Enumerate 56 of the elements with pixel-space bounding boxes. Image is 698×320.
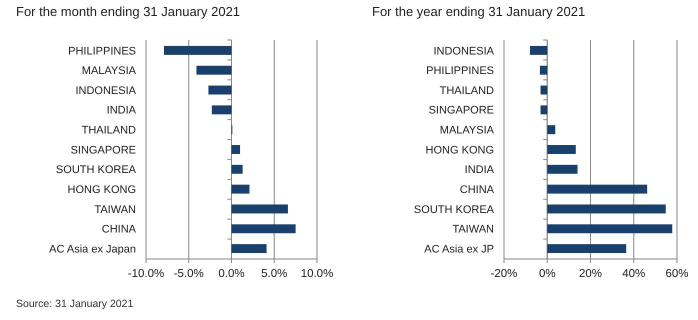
bar bbox=[547, 244, 626, 254]
x-tick-label: -5.0% bbox=[174, 268, 204, 280]
y-tick-label: CHINA bbox=[460, 184, 495, 196]
bar bbox=[547, 164, 578, 174]
bar bbox=[547, 184, 648, 194]
x-tick-label: 10.0% bbox=[300, 268, 334, 280]
x-tick-label: 40% bbox=[622, 268, 646, 280]
y-tick-label: SINGAPORE bbox=[70, 144, 136, 156]
y-tick-label: MALAYSIA bbox=[82, 65, 137, 78]
bar bbox=[232, 224, 296, 234]
bar bbox=[212, 105, 232, 114]
chart-title: For the month ending 31 January 2021 bbox=[16, 4, 240, 19]
bar bbox=[547, 125, 556, 134]
y-tick-label: SOUTH KOREA bbox=[414, 204, 495, 216]
x-tick-label: 60% bbox=[665, 268, 689, 280]
bar bbox=[530, 46, 548, 55]
bar bbox=[540, 66, 548, 75]
bar bbox=[547, 224, 672, 234]
y-tick-label: PHILIPPINES bbox=[426, 65, 494, 78]
y-tick-label: INDIA bbox=[464, 164, 495, 176]
bar bbox=[164, 46, 232, 55]
y-tick-label: SINGAPORE bbox=[428, 104, 494, 117]
bar bbox=[208, 86, 232, 94]
bar bbox=[547, 145, 576, 154]
y-tick-label: PHILIPPINES bbox=[68, 45, 136, 58]
source-note: Source: 31 January 2021 bbox=[16, 298, 134, 310]
y-tick-label: HONG KONG bbox=[426, 144, 494, 156]
y-tick-label: CHINA bbox=[102, 224, 137, 236]
bar bbox=[232, 164, 243, 174]
y-tick-label: INDONESIA bbox=[75, 84, 137, 97]
y-tick-label: INDIA bbox=[106, 104, 137, 117]
y-tick-label: AC Asia ex JP bbox=[424, 243, 494, 256]
y-tick-label: TAIWAN bbox=[452, 224, 494, 236]
y-tick-label: HONG KONG bbox=[68, 184, 136, 196]
bar bbox=[232, 244, 267, 254]
x-tick-label: 20% bbox=[578, 268, 602, 280]
x-tick-label: 0.0% bbox=[218, 268, 245, 280]
bar bbox=[540, 86, 548, 94]
bar bbox=[196, 66, 232, 75]
bar bbox=[232, 145, 240, 154]
y-tick-label: INDONESIA bbox=[433, 45, 495, 58]
chart-title: For the year ending 31 January 2021 bbox=[372, 4, 586, 19]
bar bbox=[547, 204, 666, 214]
x-tick-label: 5.0% bbox=[261, 268, 288, 280]
bar bbox=[232, 184, 250, 194]
y-tick-label: THAILAND bbox=[440, 84, 494, 97]
bar bbox=[232, 204, 288, 214]
y-tick-label: AC Asia ex Japan bbox=[49, 243, 136, 256]
x-tick-label: -20% bbox=[490, 268, 518, 280]
x-tick-label: -10.0% bbox=[128, 268, 164, 280]
bar bbox=[540, 105, 548, 114]
y-tick-label: TAIWAN bbox=[94, 204, 136, 216]
y-tick-label: THAILAND bbox=[82, 124, 136, 137]
x-tick-label: 0% bbox=[538, 268, 556, 280]
y-tick-label: SOUTH KOREA bbox=[56, 164, 137, 176]
y-tick-label: MALAYSIA bbox=[440, 124, 495, 137]
